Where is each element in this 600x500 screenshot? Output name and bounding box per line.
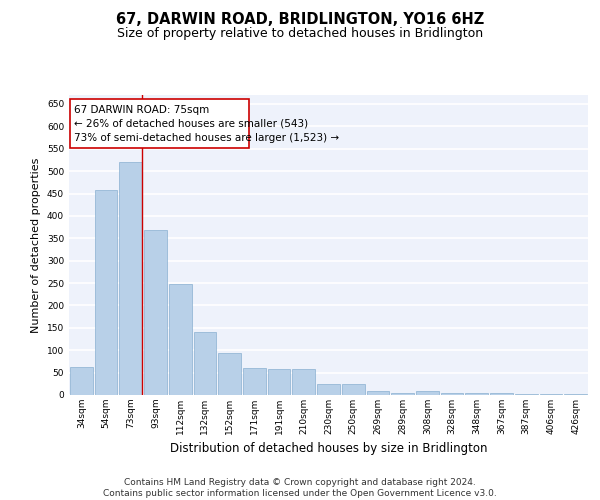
Bar xyxy=(342,384,365,395)
Bar xyxy=(367,392,389,395)
Bar xyxy=(391,393,414,395)
Bar xyxy=(466,393,488,395)
Bar xyxy=(169,284,191,395)
Y-axis label: Number of detached properties: Number of detached properties xyxy=(31,158,41,332)
Bar xyxy=(144,230,167,395)
Bar xyxy=(317,384,340,395)
Bar xyxy=(539,394,562,395)
Bar xyxy=(441,393,463,395)
Bar xyxy=(292,370,315,395)
FancyBboxPatch shape xyxy=(70,100,250,148)
Bar xyxy=(70,367,93,395)
Bar xyxy=(119,162,142,395)
Bar xyxy=(268,369,290,395)
Bar xyxy=(490,393,513,395)
Bar xyxy=(416,390,439,395)
Bar xyxy=(95,190,118,395)
Bar xyxy=(243,368,266,395)
Text: 67 DARWIN ROAD: 75sqm
← 26% of detached houses are smaller (543)
73% of semi-det: 67 DARWIN ROAD: 75sqm ← 26% of detached … xyxy=(74,104,339,142)
Bar xyxy=(218,354,241,395)
Text: Size of property relative to detached houses in Bridlington: Size of property relative to detached ho… xyxy=(117,28,483,40)
Text: 67, DARWIN ROAD, BRIDLINGTON, YO16 6HZ: 67, DARWIN ROAD, BRIDLINGTON, YO16 6HZ xyxy=(116,12,484,28)
Text: Contains HM Land Registry data © Crown copyright and database right 2024.
Contai: Contains HM Land Registry data © Crown c… xyxy=(103,478,497,498)
Bar xyxy=(194,332,216,395)
Bar xyxy=(515,394,538,395)
X-axis label: Distribution of detached houses by size in Bridlington: Distribution of detached houses by size … xyxy=(170,442,487,456)
Bar xyxy=(564,394,587,395)
